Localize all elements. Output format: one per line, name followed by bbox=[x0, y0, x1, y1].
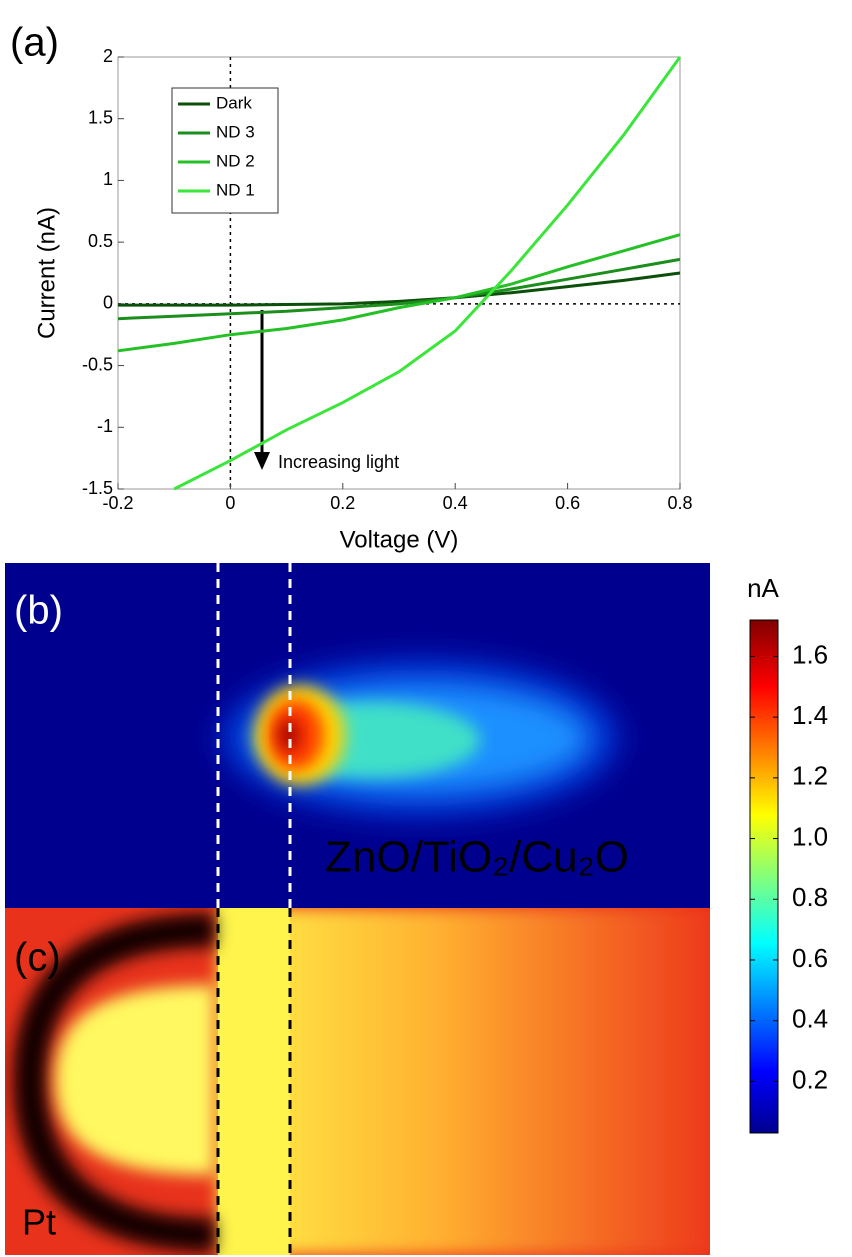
panel-label: (c) bbox=[14, 936, 61, 980]
heatmap-image bbox=[5, 563, 710, 908]
y-tick-label: 1.5 bbox=[88, 107, 113, 127]
y-tick-label: 2 bbox=[103, 46, 113, 66]
y-tick-label: 0.5 bbox=[88, 231, 113, 251]
panel-label: (b) bbox=[14, 589, 63, 633]
colorbar-tick-label: 0.8 bbox=[792, 882, 828, 912]
colorbar-tick-label: 0.6 bbox=[792, 943, 828, 973]
material-label: ZnO/TiO₂/Cu₂O bbox=[325, 833, 629, 882]
x-tick-label: 0.8 bbox=[667, 493, 692, 513]
colorbar-tick-label: 0.2 bbox=[792, 1064, 828, 1094]
colorbar-tick-label: 1.4 bbox=[792, 700, 828, 730]
x-tick-label: -0.2 bbox=[102, 493, 133, 513]
series-line bbox=[117, 233, 681, 353]
y-tick-label: 1 bbox=[103, 169, 113, 189]
panel-label: (a) bbox=[10, 21, 59, 65]
colorbar-tick-label: 1.0 bbox=[792, 821, 828, 851]
legend-label: ND 2 bbox=[216, 151, 255, 170]
annotation-arrowhead bbox=[254, 452, 270, 470]
colorbar-tick-label: 0.4 bbox=[792, 1004, 828, 1034]
y-tick-label: 0 bbox=[103, 293, 113, 313]
legend-label: ND 3 bbox=[216, 122, 255, 141]
x-tick-label: 0.2 bbox=[330, 493, 355, 513]
colorbar-label: nA bbox=[747, 573, 779, 603]
y-axis-label: Current (nA) bbox=[33, 207, 60, 339]
y-tick-label: -1 bbox=[97, 416, 113, 436]
series-line bbox=[117, 257, 681, 321]
colorbar-tick-label: 1.6 bbox=[792, 639, 828, 669]
x-tick-label: 0.4 bbox=[443, 493, 468, 513]
y-tick-label: -1.5 bbox=[82, 478, 113, 498]
x-tick-label: 0 bbox=[225, 493, 235, 513]
colorbar-tick-label: 1.2 bbox=[792, 761, 828, 791]
annotation: Increasing light bbox=[278, 452, 399, 472]
reflection-image bbox=[5, 908, 710, 1255]
x-axis-label: Voltage (V) bbox=[340, 526, 459, 553]
series-line bbox=[173, 56, 682, 491]
series-line bbox=[118, 271, 681, 307]
colorbar bbox=[749, 619, 779, 1134]
y-tick-label: -0.5 bbox=[82, 354, 113, 374]
electrode-label: Pt bbox=[22, 1202, 56, 1243]
legend-label: ND 1 bbox=[216, 180, 255, 199]
x-tick-label: 0.6 bbox=[555, 493, 580, 513]
legend-label: Dark bbox=[216, 93, 252, 112]
